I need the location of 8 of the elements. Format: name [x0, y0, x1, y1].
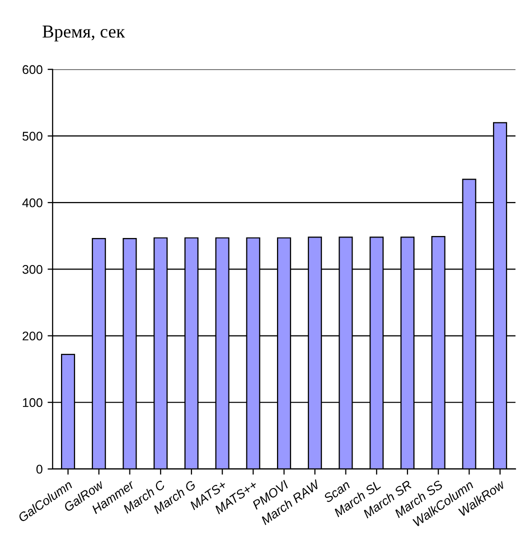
chart-title: Время, сек	[42, 26, 125, 42]
y-tick-label: 500	[22, 132, 42, 141]
y-tick-label: 100	[22, 398, 42, 408]
y-tick-label: 600	[22, 65, 42, 74]
y-tick-label: 400	[22, 198, 42, 208]
y-tick-label: 200	[22, 332, 42, 340]
y-tick-label: 300	[22, 264, 42, 274]
y-tick-label: 0	[36, 464, 42, 474]
